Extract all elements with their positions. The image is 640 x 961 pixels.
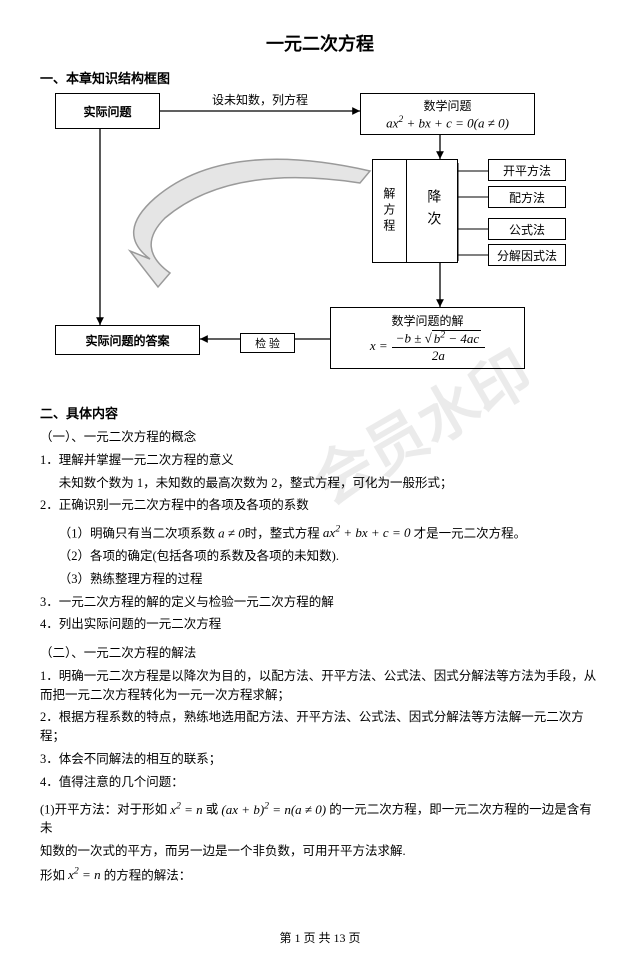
para-1-2: 1．理解并掌握一元二次方程的意义 (40, 451, 600, 470)
box-method-4: 分解因式法 (488, 244, 566, 266)
para-2-3: 2．根据方程系数的特点，熟练地选用配方法、开平方法、公式法、因式分解法等方法解一… (40, 708, 600, 746)
para-1-5: （1）明确只有当二次项系数 a ≠ 0时，整式方程 ax2 + bx + c =… (40, 523, 600, 543)
box-method-2: 配方法 (488, 186, 566, 208)
para-1-1: （一）、一元二次方程的概念 (40, 428, 600, 447)
box-method-1: 开平方法 (488, 159, 566, 181)
para-1-8: 3．一元二次方程的解的定义与检验一元二次方程的解 (40, 593, 600, 612)
footer-prefix: 第 (279, 931, 294, 945)
footer-total-pages: 13 (334, 931, 346, 945)
content-body: （一）、一元二次方程的概念 1．理解并掌握一元二次方程的意义 未知数个数为 1，… (40, 428, 600, 885)
page-title: 一元二次方程 (40, 30, 600, 56)
box-real-answer: 实际问题的答案 (55, 325, 200, 355)
footer-suffix: 页 (346, 931, 361, 945)
quadratic-formula: x = −b ± √b2 − 4ac 2a (370, 329, 485, 363)
page-footer: 第 1 页 共 13 页 (0, 929, 640, 961)
para-2-6a: (1)开平方法：对于形如 x2 = n 或 (ax + b)2 = n(a ≠ … (40, 799, 600, 838)
footer-mid: 页 共 (300, 931, 333, 945)
general-form-formula: ax2 + bx + c = 0(a ≠ 0) (386, 114, 509, 131)
label-set-unknown: 设未知数，列方程 (210, 91, 310, 108)
para-1-6: （2）各项的确定(包括各项的系数及各项的未知数). (40, 547, 600, 566)
para-2-4: 3．体会不同解法的相互的联系； (40, 750, 600, 769)
para-2-7: 形如 x2 = n 的方程的解法： (40, 865, 600, 885)
para-2-2: 1．明确一元二次方程是以降次为目的，以配方法、开平方法、公式法、因式分解法等方法… (40, 667, 600, 705)
box-real-problem: 实际问题 (55, 93, 160, 129)
col-solve-equation: 解方程 (373, 160, 408, 262)
para-2-6b: 知数的一次式的平方，而另一边是一个非负数，可用开平方法求解. (40, 842, 600, 861)
box-math-solution: 数学问题的解 x = −b ± √b2 − 4ac 2a (330, 307, 525, 369)
para-1-4: 2．正确识别一元二次方程中的各项及各项的系数 (40, 496, 600, 515)
box-solve-reduce: 解方程 降次 (372, 159, 458, 263)
formula-numerator: −b ± √b2 − 4ac (392, 329, 486, 347)
x-equals: x = (370, 338, 388, 354)
box-check: 检 验 (240, 333, 295, 353)
box-math-problem: 数学问题 ax2 + bx + c = 0(a ≠ 0) (360, 93, 535, 135)
formula-denominator: 2a (392, 348, 486, 364)
para-1-7: （3）熟练整理方程的过程 (40, 570, 600, 589)
para-1-9: 4．列出实际问题的一元二次方程 (40, 615, 600, 634)
box-method-3: 公式法 (488, 218, 566, 240)
section-2-heading: 二、具体内容 (40, 403, 600, 422)
section-1-heading: 一、本章知识结构框图 (40, 68, 600, 87)
knowledge-structure-diagram: 实际问题 设未知数，列方程 数学问题 ax2 + bx + c = 0(a ≠ … (40, 93, 600, 383)
col-reduce-order: 降次 (407, 160, 457, 262)
math-problem-title: 数学问题 (423, 97, 471, 114)
para-1-3: 未知数个数为 1，未知数的最高次数为 2，整式方程，可化为一般形式； (40, 474, 600, 493)
para-2-1: （二）、一元二次方程的解法 (40, 644, 600, 663)
para-2-5: 4．值得注意的几个问题： (40, 773, 600, 792)
math-solution-title: 数学问题的解 (391, 312, 463, 329)
